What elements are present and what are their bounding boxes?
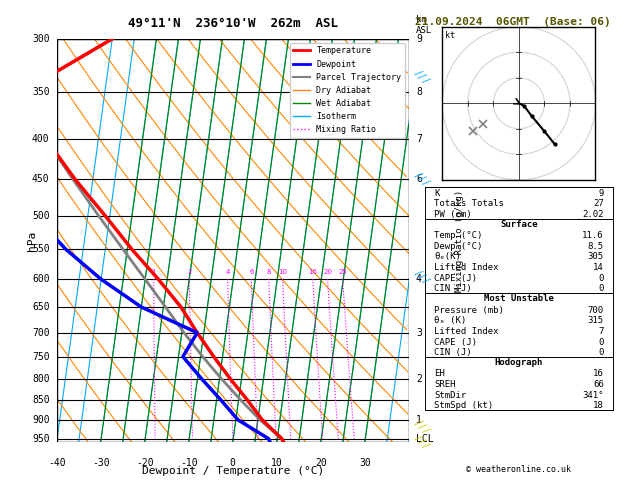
Text: 16: 16 (308, 269, 317, 275)
Text: EH: EH (434, 369, 445, 379)
Text: kt: kt (445, 31, 455, 40)
Text: 6: 6 (416, 174, 422, 185)
Text: 0: 0 (598, 274, 604, 283)
Text: StmSpd (kt): StmSpd (kt) (434, 401, 493, 410)
Text: ///: /// (412, 267, 431, 287)
Text: 2.02: 2.02 (582, 210, 604, 219)
Text: 2: 2 (187, 269, 192, 275)
Text: 650: 650 (32, 302, 50, 312)
Text: 400: 400 (32, 134, 50, 144)
Text: 21.09.2024  06GMT  (Base: 06): 21.09.2024 06GMT (Base: 06) (415, 17, 611, 27)
Text: 2: 2 (416, 374, 422, 384)
Text: 8.5: 8.5 (587, 242, 604, 251)
Text: 800: 800 (32, 374, 50, 384)
Text: Lifted Index: Lifted Index (434, 263, 499, 272)
Text: Dewp (°C): Dewp (°C) (434, 242, 482, 251)
Text: CAPE (J): CAPE (J) (434, 338, 477, 347)
Text: 49°11'N  236°10'W  262m  ASL: 49°11'N 236°10'W 262m ASL (128, 17, 338, 30)
Text: PW (cm): PW (cm) (434, 210, 472, 219)
Text: © weatheronline.co.uk: © weatheronline.co.uk (467, 465, 571, 474)
Text: 0: 0 (598, 348, 604, 357)
Text: 305: 305 (587, 253, 604, 261)
Text: Mixing Ratio (g/kg): Mixing Ratio (g/kg) (455, 190, 464, 292)
Text: Surface: Surface (500, 220, 538, 229)
Text: ///: /// (412, 418, 431, 437)
Text: 9: 9 (598, 189, 604, 198)
Text: Dewpoint / Temperature (°C): Dewpoint / Temperature (°C) (142, 466, 324, 476)
Text: K: K (434, 189, 440, 198)
Text: 27: 27 (593, 199, 604, 208)
Text: 341°: 341° (582, 391, 604, 399)
Text: θₑ(K): θₑ(K) (434, 253, 461, 261)
Text: 18: 18 (593, 401, 604, 410)
Text: 10: 10 (271, 458, 282, 469)
Text: Hodograph: Hodograph (495, 358, 543, 367)
Text: 7: 7 (598, 327, 604, 336)
Text: 3: 3 (416, 328, 422, 338)
Text: 500: 500 (32, 211, 50, 221)
Text: 0: 0 (598, 284, 604, 294)
Text: -40: -40 (48, 458, 65, 469)
Text: 1: 1 (152, 269, 156, 275)
Text: 315: 315 (587, 316, 604, 325)
Text: Most Unstable: Most Unstable (484, 295, 554, 303)
Text: -20: -20 (136, 458, 153, 469)
Text: Temp (°C): Temp (°C) (434, 231, 482, 240)
Text: km
ASL: km ASL (416, 16, 432, 35)
Text: CAPE (J): CAPE (J) (434, 274, 477, 283)
Text: 450: 450 (32, 174, 50, 185)
Text: 7: 7 (416, 134, 422, 144)
Text: 10: 10 (278, 269, 287, 275)
Text: ///: /// (412, 68, 431, 87)
Text: CIN (J): CIN (J) (434, 348, 472, 357)
Text: -10: -10 (180, 458, 198, 469)
Text: 600: 600 (32, 274, 50, 284)
Text: 550: 550 (32, 244, 50, 254)
Text: 300: 300 (32, 34, 50, 44)
Text: 8: 8 (416, 87, 422, 97)
Text: Totals Totals: Totals Totals (434, 199, 504, 208)
Text: ///: /// (412, 170, 431, 190)
Text: -30: -30 (92, 458, 109, 469)
Text: 900: 900 (32, 415, 50, 425)
Text: 950: 950 (32, 434, 50, 444)
Text: 700: 700 (587, 306, 604, 314)
Text: hPa: hPa (27, 230, 37, 251)
Text: θₑ (K): θₑ (K) (434, 316, 466, 325)
Text: 4: 4 (416, 274, 422, 284)
Text: 11.6: 11.6 (582, 231, 604, 240)
Text: 20: 20 (323, 269, 332, 275)
Text: 30: 30 (359, 458, 370, 469)
Text: 16: 16 (593, 369, 604, 379)
Text: 6: 6 (249, 269, 253, 275)
Text: 700: 700 (32, 328, 50, 338)
Text: SREH: SREH (434, 380, 455, 389)
Text: 0: 0 (598, 338, 604, 347)
Text: 66: 66 (593, 380, 604, 389)
Text: 8: 8 (267, 269, 271, 275)
Text: StmDir: StmDir (434, 391, 466, 399)
Text: 4: 4 (225, 269, 230, 275)
Text: Lifted Index: Lifted Index (434, 327, 499, 336)
Text: 20: 20 (315, 458, 326, 469)
Legend: Temperature, Dewpoint, Parcel Trajectory, Dry Adiabat, Wet Adiabat, Isotherm, Mi: Temperature, Dewpoint, Parcel Trajectory… (290, 43, 404, 138)
Text: ///: /// (412, 433, 431, 452)
Text: 0: 0 (230, 458, 236, 469)
Text: LCL: LCL (416, 434, 433, 444)
Text: 1: 1 (416, 415, 422, 425)
Text: 850: 850 (32, 395, 50, 405)
Text: 350: 350 (32, 87, 50, 97)
Text: 750: 750 (32, 352, 50, 362)
Text: CIN (J): CIN (J) (434, 284, 472, 294)
Text: Pressure (mb): Pressure (mb) (434, 306, 504, 314)
Text: 25: 25 (338, 269, 347, 275)
Text: 9: 9 (416, 34, 422, 44)
Text: 14: 14 (593, 263, 604, 272)
